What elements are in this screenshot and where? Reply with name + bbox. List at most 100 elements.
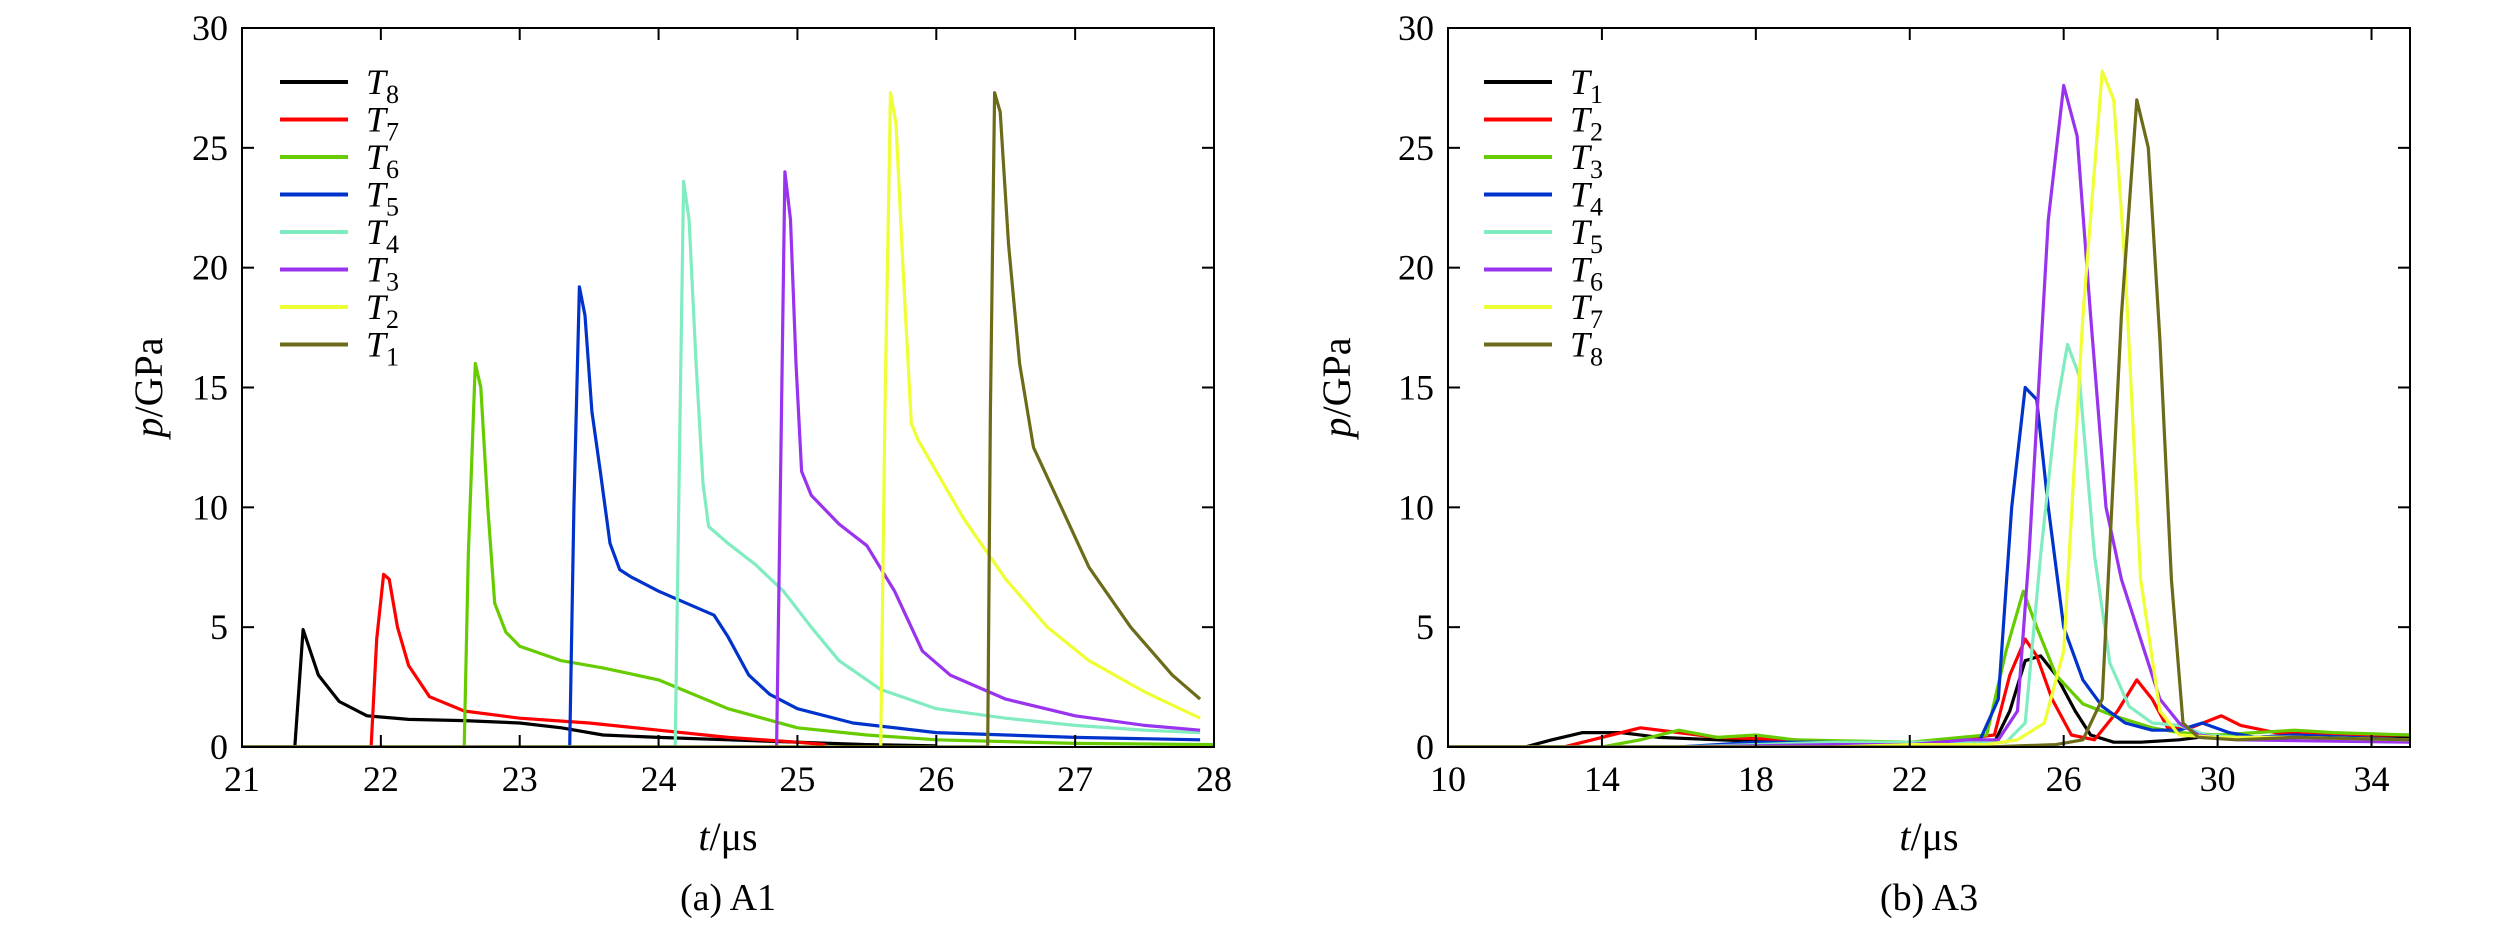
legend-name: T [1570, 287, 1593, 327]
series-line-t4 [242, 179, 1201, 747]
legend-subscript: 5 [386, 193, 399, 222]
legend-entry: T7 [1570, 287, 1603, 334]
y-tick-label: 20 [1398, 248, 1434, 288]
legend-subscript: 8 [1590, 343, 1603, 372]
x-tick-label: 22 [1892, 759, 1928, 799]
y-axis-label: p/GPa [126, 337, 171, 440]
legend-name: T [1570, 212, 1593, 252]
legend-entry: T3 [1570, 137, 1603, 184]
y-axis-label: p/GPa [1314, 337, 1359, 440]
legend-entry: T2 [366, 287, 399, 334]
x-tick-label: 22 [363, 759, 399, 799]
x-tick-label: 30 [2200, 759, 2236, 799]
legend-entry: T8 [1570, 325, 1603, 372]
legend-name: T [1570, 62, 1593, 102]
y-tick-label: 30 [192, 8, 228, 48]
y-tick-label: 15 [1398, 368, 1434, 408]
legend-subscript: 1 [386, 343, 399, 372]
series-line-t3 [242, 170, 1201, 747]
x-tick-label: 26 [2046, 759, 2082, 799]
x-tick-label: 10 [1430, 759, 1466, 799]
legend-subscript: 7 [386, 118, 399, 147]
series-line-t4 [1448, 385, 2410, 747]
x-tick-label: 26 [918, 759, 954, 799]
legend-name: T [366, 62, 389, 102]
series-line-t7 [1448, 69, 2410, 747]
legend-subscript: 8 [386, 80, 399, 109]
y-axis-variable: p [1314, 418, 1359, 441]
legend-name: T [1570, 325, 1593, 365]
legend-name: T [1570, 250, 1593, 290]
series-line-t8 [1448, 98, 2410, 747]
legend-name: T [1570, 137, 1593, 177]
legend-name: T [1570, 100, 1593, 140]
legend-entry: T6 [366, 137, 399, 184]
x-axis-variable: t [698, 814, 710, 859]
legend-subscript: 4 [386, 230, 399, 259]
x-axis-label: t/μs [1899, 814, 1958, 859]
y-tick-label: 20 [192, 248, 228, 288]
x-tick-label: 24 [641, 759, 677, 799]
legend-entry: T5 [366, 175, 399, 222]
x-tick-label: 18 [1738, 759, 1774, 799]
legend-entry: T4 [1570, 175, 1603, 222]
legend-subscript: 7 [1590, 305, 1603, 334]
legend-name: T [366, 137, 389, 177]
y-axis-variable: p [126, 418, 171, 441]
series-line-t5 [1448, 342, 2410, 747]
legend-name: T [366, 325, 389, 365]
series-line-t1 [242, 91, 1202, 747]
series-line-t5 [242, 285, 1201, 747]
legend-entry: T2 [1570, 100, 1603, 147]
legend-subscript: 1 [1590, 80, 1603, 109]
legend-entry: T6 [1570, 250, 1603, 297]
legend-name: T [366, 175, 389, 215]
legend-name: T [366, 250, 389, 290]
x-tick-label: 21 [224, 759, 260, 799]
y-tick-label: 25 [1398, 128, 1434, 168]
legend-entry: T8 [366, 62, 399, 109]
legend-name: T [366, 100, 389, 140]
y-tick-label: 5 [1416, 607, 1434, 647]
y-tick-label: 25 [192, 128, 228, 168]
legend-subscript: 2 [1590, 118, 1603, 147]
x-tick-label: 34 [2354, 759, 2390, 799]
series-line-t8 [242, 628, 937, 747]
legend-entry: T3 [366, 250, 399, 297]
series-line-t2 [242, 91, 1201, 747]
legend-subscript: 6 [386, 155, 399, 184]
y-axis-unit: /GPa [1314, 337, 1359, 417]
x-axis-unit: /μs [1911, 814, 1959, 859]
legend-name: T [366, 212, 389, 252]
y-axis-unit: /GPa [126, 337, 171, 417]
x-tick-label: 25 [779, 759, 815, 799]
series-line-t6 [1448, 83, 2410, 747]
y-tick-label: 10 [1398, 487, 1434, 527]
legend-entry: T7 [366, 100, 399, 147]
x-tick-label: 28 [1196, 759, 1232, 799]
legend-subscript: 3 [386, 268, 399, 297]
y-tick-label: 0 [1416, 727, 1434, 767]
x-axis-variable: t [1899, 814, 1911, 859]
series-line-t3 [1448, 589, 2410, 747]
legend-subscript: 6 [1590, 268, 1603, 297]
x-tick-label: 14 [1584, 759, 1620, 799]
legend-subscript: 4 [1590, 193, 1603, 222]
chart-a1: 21 22 23 24 25 26 27 28051015202530t/μsp/GPaT8T… [126, 8, 1232, 919]
y-tick-label: 10 [192, 487, 228, 527]
legend-name: T [366, 287, 389, 327]
legend-entry: T5 [1570, 212, 1603, 259]
y-tick-label: 0 [210, 727, 228, 767]
legend-subscript: 5 [1590, 230, 1603, 259]
y-tick-label: 30 [1398, 8, 1434, 48]
x-tick-label: 27 [1057, 759, 1093, 799]
x-axis-label: t/μs [698, 814, 757, 859]
x-tick-label: 23 [502, 759, 538, 799]
x-axis-unit: /μs [710, 814, 758, 859]
y-tick-label: 15 [192, 368, 228, 408]
chart-caption: (a) A1 [680, 877, 776, 919]
legend-entry: T1 [366, 325, 399, 372]
